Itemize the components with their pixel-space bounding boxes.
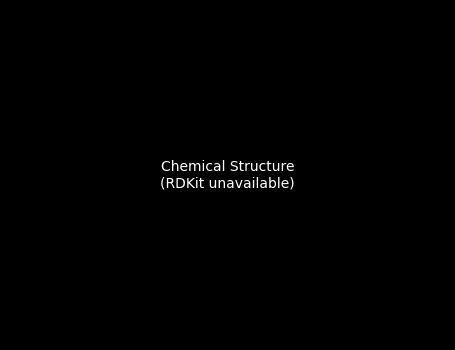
Text: Chemical Structure
(RDKit unavailable): Chemical Structure (RDKit unavailable) [160,160,295,190]
